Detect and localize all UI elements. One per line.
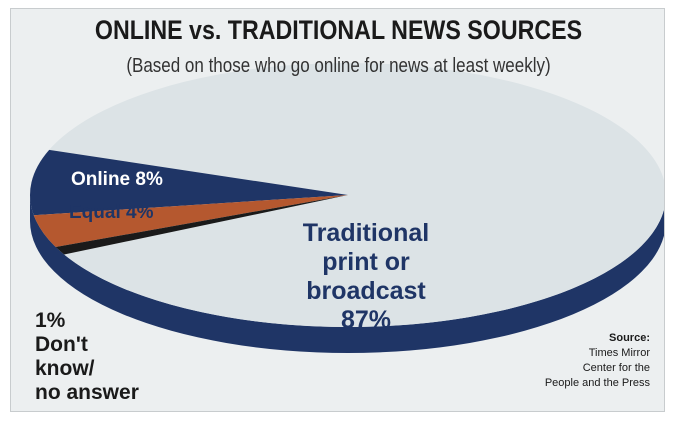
slice-online (29, 149, 348, 216)
source-note: Source: Times Mirror Center for the Peop… (530, 331, 650, 391)
label-traditional-line: print or (322, 248, 410, 276)
label-dont-know-line: Don't (35, 333, 88, 356)
chart-frame: ONLINE vs. TRADITIONAL NEWS SOURCES (Bas… (10, 8, 665, 412)
source-title: Source: (609, 332, 650, 344)
source-line: People and the Press (544, 377, 650, 389)
label-dont-know: 1% Don't know/ no answer (35, 309, 185, 405)
source-line: Times Mirror (588, 347, 650, 359)
pie-chart (29, 63, 664, 353)
label-online: Online 8% (71, 169, 163, 190)
label-dont-know-value: 1% (35, 309, 66, 332)
label-traditional-line: Traditional (302, 219, 430, 247)
pie-side-wall (30, 195, 664, 353)
slice-equal (33, 195, 348, 248)
label-traditional-value: 87% (340, 306, 392, 334)
label-dont-know-line: know/ (35, 357, 95, 380)
source-line: Center for the (582, 362, 650, 374)
chart-title: ONLINE vs. TRADITIONAL NEWS SOURCES (94, 15, 583, 45)
slice-dont-know (55, 195, 348, 255)
label-dont-know-line: no answer (35, 381, 139, 404)
label-traditional: Traditional print or broadcast 87% (266, 219, 466, 335)
label-equal: Equal 4% (69, 202, 154, 223)
chart-subtitle: (Based on those who go online for news a… (126, 55, 551, 77)
slice-traditional (49, 63, 664, 327)
label-traditional-line: broadcast (306, 277, 426, 305)
